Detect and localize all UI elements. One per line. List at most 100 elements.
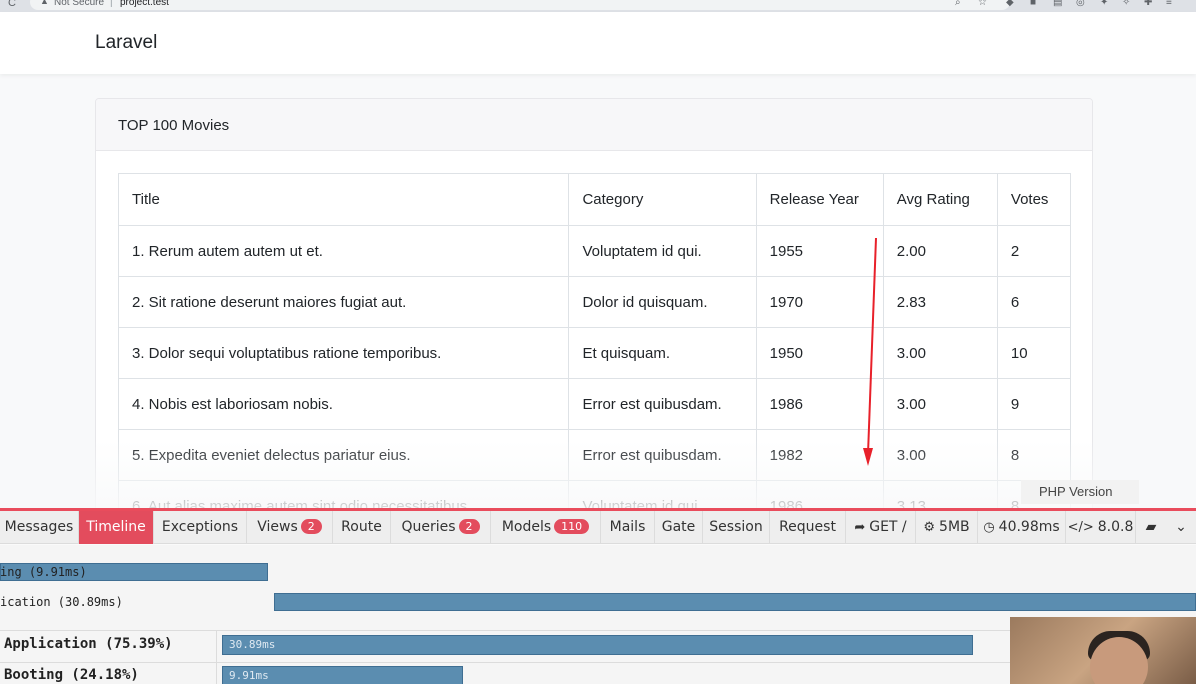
- tab-timeline[interactable]: Timeline: [79, 511, 154, 544]
- timeline-application-label: ication (30.89ms): [0, 595, 123, 609]
- views-count-badge: 2: [300, 519, 322, 534]
- timeline-booting-bar: [0, 563, 268, 581]
- address-bar[interactable]: [30, 0, 1010, 10]
- tab-route[interactable]: Route: [333, 511, 391, 544]
- cell-votes: 2: [996, 225, 1072, 277]
- cell-rating: 3.00: [882, 429, 998, 481]
- cell-title: 2. Sit ratione deserunt maiores fugiat a…: [117, 276, 570, 328]
- brand-link[interactable]: Laravel: [95, 32, 158, 53]
- summary-application-label: Application (75.39%): [4, 636, 173, 652]
- php-version-stat-value: 8.0.8: [1097, 519, 1134, 535]
- table-row: 5. Expedita eveniet delectus pariatur ei…: [117, 429, 1072, 481]
- tab-models[interactable]: Models 110: [491, 511, 601, 544]
- tab-exceptions[interactable]: Exceptions: [154, 511, 247, 544]
- cell-category: Error est quibusdam.: [568, 378, 757, 430]
- extension-icon[interactable]: ■: [1030, 0, 1037, 8]
- table-row: 1. Rerum autem autem ut et. Voluptatem i…: [117, 225, 1072, 277]
- timeline-application-bar: [274, 593, 1196, 611]
- column-header-release-year: Release Year: [755, 173, 884, 226]
- column-header-avg-rating: Avg Rating: [882, 173, 998, 226]
- php-version-stat[interactable]: </> 8.0.8: [1066, 511, 1136, 544]
- cell-year: 1986: [755, 378, 884, 430]
- tab-queries[interactable]: Queries 2: [391, 511, 491, 544]
- reload-icon[interactable]: C: [8, 0, 16, 9]
- cell-category: Voluptatem id qui.: [568, 225, 757, 277]
- app-navbar: Laravel: [0, 12, 1196, 74]
- cell-votes: 8: [996, 429, 1072, 481]
- cell-title: 1. Rerum autem autem ut et.: [117, 225, 570, 277]
- table-row: 4. Nobis est laboriosam nobis. Error est…: [117, 378, 1072, 430]
- timeline-panel: ing (9.91ms) ing (9.91ms) ication (30.89…: [0, 545, 1196, 684]
- time-stat-value: 40.98ms: [998, 519, 1060, 535]
- memory-stat[interactable]: ⚙ 5MB: [916, 511, 978, 544]
- time-stat[interactable]: ◷ 40.98ms: [978, 511, 1066, 544]
- code-icon: </>: [1067, 520, 1094, 535]
- tab-views[interactable]: Views 2: [247, 511, 333, 544]
- movies-card: TOP 100 Movies Title Category Release Ye…: [95, 98, 1093, 518]
- star-icon[interactable]: ☆: [978, 0, 987, 8]
- extension-icon[interactable]: ✧: [1122, 0, 1131, 8]
- webcam-overlay: [1010, 617, 1196, 684]
- chevron-down-icon[interactable]: ⌄: [1175, 519, 1187, 535]
- memory-stat-value: 5MB: [939, 519, 970, 535]
- cell-category: Error est quibusdam.: [568, 429, 757, 481]
- extension-icon[interactable]: ◆: [1006, 0, 1014, 8]
- column-header-title: Title: [117, 173, 570, 226]
- tab-views-label: Views: [257, 519, 298, 535]
- url-text[interactable]: project.test: [120, 0, 169, 8]
- cell-votes: 9: [996, 378, 1072, 430]
- summary-application-bar: 30.89ms: [222, 635, 973, 655]
- cell-year: 1955: [755, 225, 884, 277]
- browser-toolbar: C ▲ Not Secure | project.test ⌕ ☆ ◆ ■ ▤ …: [0, 0, 1196, 12]
- debugbar-header: Messages Timeline Exceptions Views 2 Rout…: [0, 511, 1196, 544]
- tab-request[interactable]: Request: [770, 511, 846, 544]
- queries-count-badge: 2: [458, 519, 480, 534]
- cell-title: 4. Nobis est laboriosam nobis.: [117, 378, 570, 430]
- card-title: TOP 100 Movies: [96, 99, 1092, 151]
- warning-icon: ▲: [40, 0, 49, 6]
- menu-icon[interactable]: ≡: [1166, 0, 1172, 8]
- models-count-badge: 110: [554, 519, 590, 534]
- extension-icon[interactable]: ✦: [1100, 0, 1109, 8]
- cell-votes: 10: [996, 327, 1072, 379]
- cell-rating: 2.83: [882, 276, 998, 328]
- extension-icon[interactable]: ◎: [1076, 0, 1085, 8]
- table-header-row: Title Category Release Year Avg Rating V…: [117, 173, 1072, 226]
- column-header-votes: Votes: [996, 173, 1072, 226]
- divider: [0, 630, 1010, 631]
- cell-category: Dolor id quisquam.: [568, 276, 757, 328]
- summary-booting-bar: 9.91ms: [222, 666, 463, 684]
- tab-session[interactable]: Session: [703, 511, 770, 544]
- open-folder-icon[interactable]: ▰: [1145, 519, 1157, 535]
- zoom-icon[interactable]: ⌕: [955, 0, 961, 8]
- share-icon: ➦: [854, 520, 866, 535]
- movies-table: Title Category Release Year Avg Rating V…: [117, 173, 1072, 517]
- column-header-category: Category: [568, 173, 757, 226]
- cell-votes: 6: [996, 276, 1072, 328]
- not-secure-label: Not Secure: [54, 0, 105, 8]
- divider: [216, 631, 217, 684]
- table-row: 3. Dolor sequi voluptatibus ratione temp…: [117, 327, 1072, 379]
- tab-messages[interactable]: Messages: [0, 511, 79, 544]
- puzzle-icon[interactable]: ✚: [1144, 0, 1153, 8]
- url-separator: |: [110, 0, 113, 8]
- timeline-booting-text: ing (9.91ms): [0, 565, 87, 579]
- cell-rating: 3.00: [882, 327, 998, 379]
- cell-title: 3. Dolor sequi voluptatibus ratione temp…: [117, 327, 570, 379]
- tab-models-label: Models: [501, 519, 552, 535]
- debugbar: Messages Timeline Exceptions Views 2 Rout…: [0, 508, 1196, 684]
- cell-rating: 3.00: [882, 378, 998, 430]
- table-row: 2. Sit ratione deserunt maiores fugiat a…: [117, 276, 1072, 328]
- divider: [0, 662, 1010, 663]
- summary-booting-label: Booting (24.18%): [4, 667, 139, 683]
- cell-title: 5. Expedita eveniet delectus pariatur ei…: [117, 429, 570, 481]
- annotation-arrow: [863, 237, 877, 466]
- tab-queries-label: Queries: [401, 519, 456, 535]
- cell-year: 1970: [755, 276, 884, 328]
- cogs-icon: ⚙: [923, 520, 936, 535]
- tab-mails[interactable]: Mails: [601, 511, 655, 544]
- cell-category: Et quisquam.: [568, 327, 757, 379]
- extension-icon[interactable]: ▤: [1053, 0, 1063, 8]
- route-stat[interactable]: ➦ GET /: [846, 511, 916, 544]
- tab-gate[interactable]: Gate: [655, 511, 703, 544]
